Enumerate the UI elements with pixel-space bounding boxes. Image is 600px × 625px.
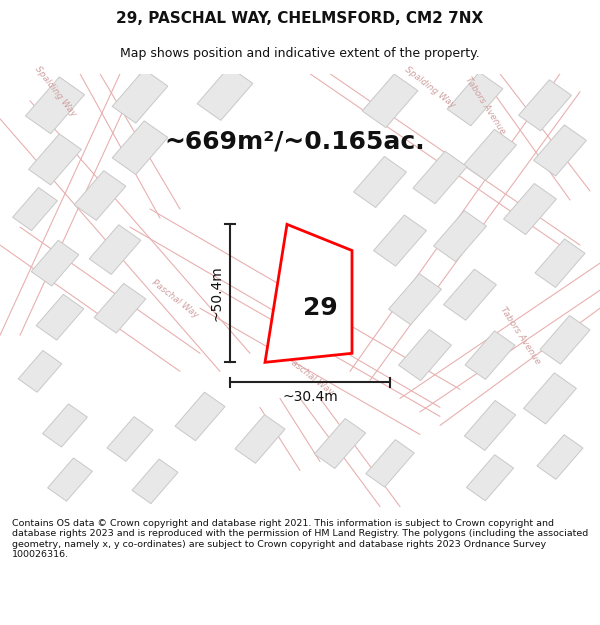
Text: 29: 29 <box>302 296 337 320</box>
Text: Contains OS data © Crown copyright and database right 2021. This information is : Contains OS data © Crown copyright and d… <box>12 519 588 559</box>
Polygon shape <box>197 67 253 121</box>
Polygon shape <box>518 80 571 131</box>
Polygon shape <box>389 274 442 325</box>
Polygon shape <box>314 419 365 469</box>
Polygon shape <box>465 331 515 379</box>
Text: Tabors Avenue: Tabors Avenue <box>463 75 507 136</box>
Polygon shape <box>413 151 467 204</box>
Polygon shape <box>447 72 503 126</box>
Polygon shape <box>366 439 414 487</box>
Polygon shape <box>434 211 487 262</box>
Text: Spalding Way: Spalding Way <box>403 65 457 110</box>
Polygon shape <box>537 435 583 479</box>
Polygon shape <box>466 455 514 501</box>
Text: Map shows position and indicative extent of the property.: Map shows position and indicative extent… <box>120 47 480 59</box>
Polygon shape <box>74 171 126 221</box>
Polygon shape <box>25 77 85 134</box>
Polygon shape <box>13 188 58 231</box>
Polygon shape <box>265 224 352 362</box>
Polygon shape <box>524 373 577 424</box>
Polygon shape <box>464 401 515 451</box>
Text: 29, PASCHAL WAY, CHELMSFORD, CM2 7NX: 29, PASCHAL WAY, CHELMSFORD, CM2 7NX <box>116 11 484 26</box>
Polygon shape <box>443 269 496 320</box>
Polygon shape <box>464 129 517 181</box>
Polygon shape <box>31 240 79 286</box>
Text: Spalding Way: Spalding Way <box>32 65 77 119</box>
Polygon shape <box>235 415 285 463</box>
Polygon shape <box>353 156 406 208</box>
Text: ~30.4m: ~30.4m <box>282 389 338 404</box>
Polygon shape <box>94 283 146 333</box>
Polygon shape <box>540 316 590 364</box>
Polygon shape <box>47 458 92 501</box>
Polygon shape <box>112 69 168 123</box>
Polygon shape <box>36 294 84 340</box>
Polygon shape <box>18 351 62 392</box>
Polygon shape <box>112 121 168 174</box>
Polygon shape <box>374 215 427 266</box>
Text: Paschal Way: Paschal Way <box>285 355 335 397</box>
Polygon shape <box>89 225 141 274</box>
Polygon shape <box>398 329 451 381</box>
Polygon shape <box>43 404 88 447</box>
Polygon shape <box>132 459 178 504</box>
Polygon shape <box>503 184 556 234</box>
Polygon shape <box>533 125 586 176</box>
Polygon shape <box>362 74 418 128</box>
Polygon shape <box>107 417 153 461</box>
Text: Tabors Avenue: Tabors Avenue <box>498 305 542 366</box>
Polygon shape <box>29 134 82 185</box>
Polygon shape <box>175 392 225 441</box>
Polygon shape <box>535 239 585 288</box>
Text: ~669m²/~0.165ac.: ~669m²/~0.165ac. <box>164 129 425 153</box>
Text: ~50.4m: ~50.4m <box>209 266 223 321</box>
Text: Paschal Way: Paschal Way <box>150 278 200 320</box>
